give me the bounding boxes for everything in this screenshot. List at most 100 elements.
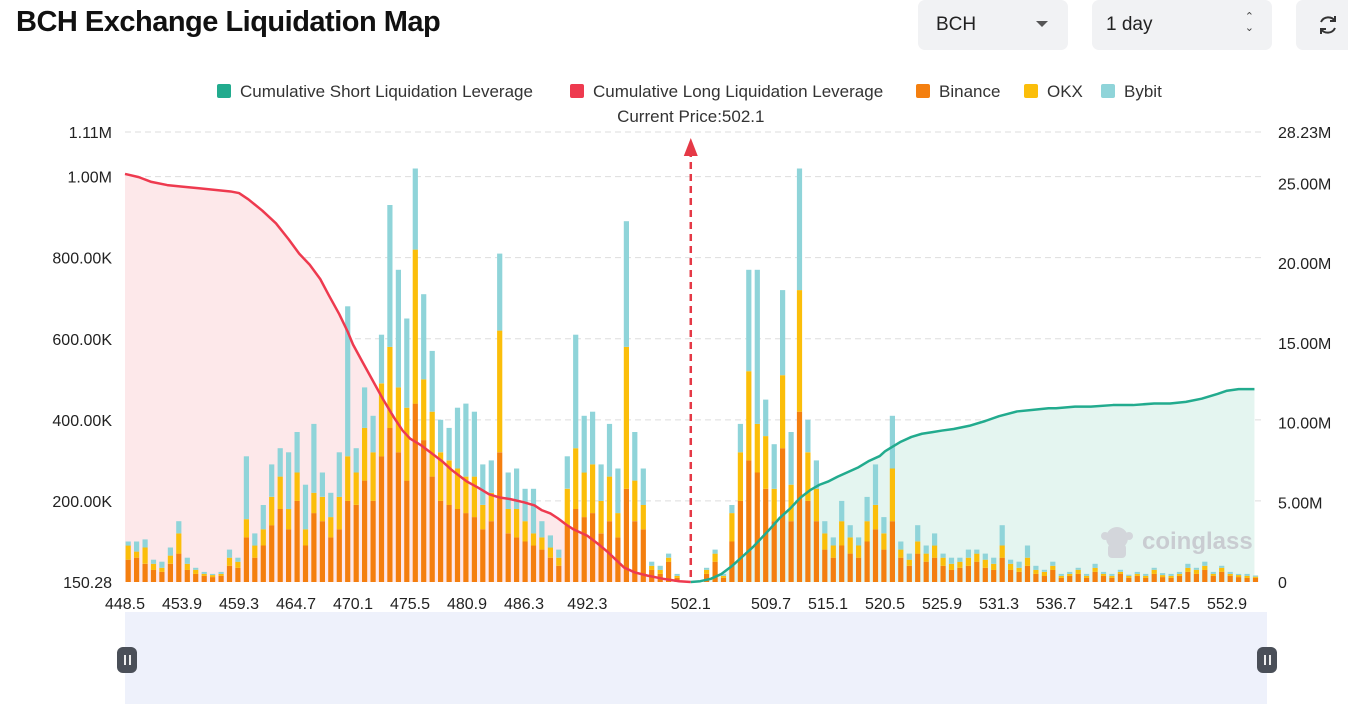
bar-bybit — [915, 525, 921, 542]
bar-okx — [1126, 575, 1132, 578]
time-range-select[interactable]: 1 day ⌃ ⌄ — [1092, 0, 1272, 50]
bar-binance — [1227, 575, 1233, 582]
x-tick-label: 502.1 — [671, 596, 711, 610]
bar-okx — [336, 496, 342, 530]
bar-okx — [497, 330, 503, 453]
bar-binance — [269, 525, 275, 582]
bar-binance — [125, 559, 131, 582]
bar-binance — [640, 529, 646, 582]
bar-bybit — [277, 448, 283, 477]
bar-okx — [539, 537, 545, 550]
bar-bybit — [657, 565, 663, 570]
bar-binance — [286, 529, 292, 582]
bar-bybit — [1075, 567, 1081, 570]
bar-okx — [547, 547, 553, 558]
legend-swatch-bybit — [1101, 84, 1115, 98]
bar-okx — [387, 346, 393, 428]
bar-binance — [1024, 565, 1031, 582]
bar-binance — [1219, 571, 1225, 582]
bar-bybit — [640, 468, 646, 505]
bar-okx — [235, 561, 241, 568]
bar-bybit — [1176, 571, 1183, 574]
y-left-tick-label: 1.00M — [68, 170, 112, 187]
bar-okx — [965, 557, 971, 566]
range-slider-right-handle[interactable] — [1257, 647, 1277, 673]
bar-okx — [1151, 569, 1157, 574]
range-slider-left-handle[interactable] — [117, 647, 137, 673]
x-tick-label: 552.9 — [1207, 596, 1247, 610]
bar-binance — [737, 500, 743, 582]
bar-okx — [176, 533, 182, 554]
bar-bybit — [252, 533, 258, 546]
bar-bybit — [1168, 573, 1174, 576]
bar-okx — [1176, 573, 1183, 576]
bar-bybit — [974, 549, 980, 554]
legend-label-okx: OKX — [1047, 82, 1083, 101]
bar-bybit — [378, 334, 385, 384]
bar-okx — [1050, 565, 1056, 570]
bar-bybit — [497, 253, 503, 331]
bar-binance — [370, 500, 376, 582]
bar-okx — [754, 423, 760, 473]
x-tick-label: 509.7 — [751, 596, 791, 610]
refresh-button[interactable] — [1296, 0, 1348, 50]
legend-label-binance: Binance — [939, 82, 1000, 101]
bar-binance — [1168, 577, 1174, 582]
bar-bybit — [218, 571, 224, 574]
bar-okx — [302, 529, 309, 546]
bar-binance — [991, 569, 997, 582]
x-tick-label: 542.1 — [1093, 596, 1133, 610]
bar-okx — [1067, 573, 1073, 576]
bar-bybit — [1126, 574, 1132, 576]
bar-okx — [1109, 575, 1115, 578]
bar-okx — [404, 407, 410, 481]
bar-bybit — [345, 306, 351, 457]
bar-okx — [657, 569, 663, 574]
bar-okx — [345, 456, 351, 501]
chart-legend: Cumulative Short Liquidation Leverage Cum… — [217, 82, 1162, 101]
bar-okx — [864, 521, 870, 542]
bar-okx — [1160, 575, 1166, 578]
bar-okx — [210, 575, 216, 578]
long-line — [124, 172, 691, 584]
x-tick-label: 475.5 — [390, 596, 430, 610]
bar-okx — [915, 541, 921, 554]
coin-select[interactable]: BCH — [918, 0, 1068, 50]
short-line — [690, 387, 1255, 584]
bar-bybit — [830, 537, 836, 546]
bar-binance — [235, 567, 241, 582]
bar-binance — [864, 541, 870, 582]
bar-okx — [940, 557, 946, 566]
x-tick-label: 547.5 — [1150, 596, 1190, 610]
y-left-tick-label: 1.11M — [69, 125, 112, 142]
bar-okx — [1227, 573, 1233, 576]
bar-binance — [763, 488, 769, 582]
bar-binance — [965, 565, 971, 582]
bar-binance — [932, 557, 938, 582]
y-right-tick-label: 20.00M — [1278, 256, 1331, 273]
bar-okx — [1058, 575, 1064, 578]
current-price-arrow-icon — [683, 138, 698, 156]
bar-okx — [480, 505, 486, 530]
x-tick-label: 520.5 — [865, 596, 905, 610]
bar-okx — [1185, 567, 1191, 572]
bar-binance — [404, 480, 410, 582]
bar-binance — [378, 456, 385, 582]
bar-bybit — [1092, 563, 1098, 568]
y-right-tick-label: 5.00M — [1278, 495, 1322, 512]
legend-swatch-short — [217, 84, 231, 98]
bar-binance — [1185, 571, 1191, 582]
bar-bybit — [1058, 573, 1064, 576]
bar-bybit — [906, 553, 912, 560]
bar-okx — [294, 472, 300, 501]
bar-binance — [581, 517, 587, 582]
bar-binance — [1084, 577, 1090, 582]
range-slider[interactable] — [125, 612, 1267, 704]
y-axis-right: 0 5.00M 10.00M 15.00M 20.00M 25.00M 28.23M — [1278, 125, 1331, 592]
bar-bybit — [488, 460, 494, 493]
bar-binance — [429, 476, 435, 582]
bar-okx — [446, 460, 452, 505]
bar-bybit — [294, 432, 300, 473]
y-right-tick-label: 15.00M — [1278, 336, 1331, 353]
bar-okx — [957, 561, 963, 568]
